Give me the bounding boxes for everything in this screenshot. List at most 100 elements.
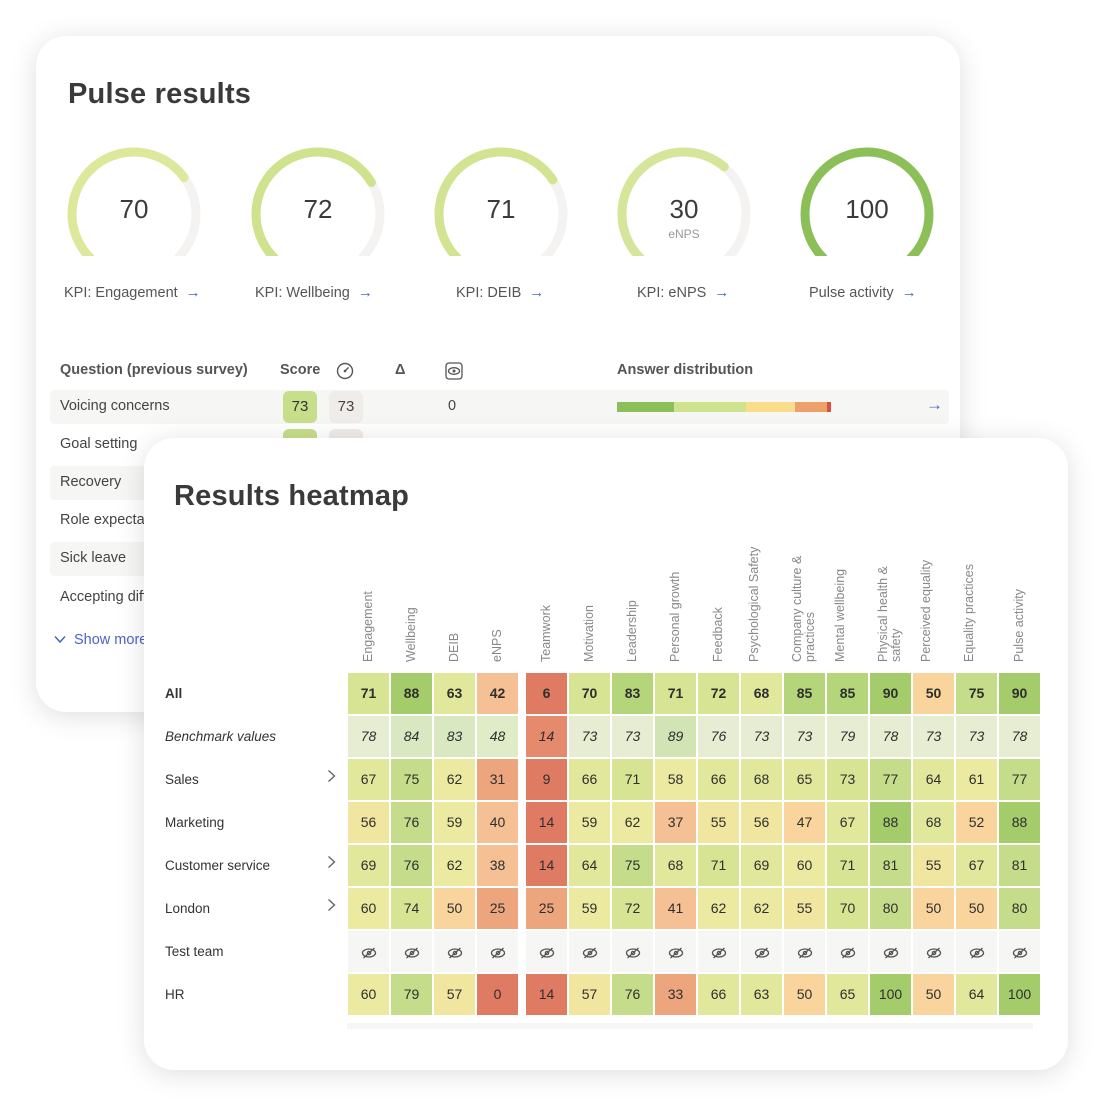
heatmap-cell[interactable]: 9 — [526, 759, 567, 800]
heatmap-cell[interactable]: 65 — [784, 759, 825, 800]
heatmap-cell[interactable]: 73 — [956, 716, 997, 757]
heatmap-cell[interactable]: 62 — [434, 759, 475, 800]
heatmap-cell[interactable]: 60 — [348, 974, 389, 1015]
heatmap-cell[interactable]: 55 — [698, 802, 739, 843]
heatmap-cell[interactable]: 88 — [391, 673, 432, 714]
heatmap-cell[interactable]: 73 — [612, 716, 653, 757]
heatmap-cell[interactable]: 64 — [956, 974, 997, 1015]
heatmap-cell[interactable]: 55 — [913, 845, 954, 886]
heatmap-cell[interactable]: 68 — [741, 759, 782, 800]
heatmap-cell[interactable]: 50 — [913, 974, 954, 1015]
kpi-link-3[interactable]: KPI: eNPS → — [637, 284, 729, 301]
heatmap-cell[interactable]: 62 — [698, 888, 739, 929]
heatmap-cell[interactable]: 73 — [913, 716, 954, 757]
heatmap-cell[interactable]: 58 — [655, 759, 696, 800]
heatmap-hidden-cell[interactable] — [434, 931, 475, 972]
heatmap-cell[interactable]: 68 — [741, 673, 782, 714]
heatmap-cell[interactable]: 41 — [655, 888, 696, 929]
heatmap-cell[interactable]: 69 — [741, 845, 782, 886]
heatmap-cell[interactable]: 38 — [477, 845, 518, 886]
heatmap-cell[interactable]: 73 — [569, 716, 610, 757]
heatmap-cell[interactable]: 70 — [569, 673, 610, 714]
heatmap-cell[interactable]: 47 — [784, 802, 825, 843]
heatmap-cell[interactable]: 6 — [526, 673, 567, 714]
heatmap-cell[interactable]: 79 — [391, 974, 432, 1015]
heatmap-hidden-cell[interactable] — [655, 931, 696, 972]
heatmap-cell[interactable]: 73 — [741, 716, 782, 757]
heatmap-cell[interactable]: 73 — [784, 716, 825, 757]
heatmap-cell[interactable]: 50 — [784, 974, 825, 1015]
heatmap-cell[interactable]: 72 — [698, 673, 739, 714]
heatmap-cell[interactable]: 67 — [348, 759, 389, 800]
heatmap-cell[interactable]: 80 — [870, 888, 911, 929]
heatmap-cell[interactable]: 14 — [526, 716, 567, 757]
heatmap-hidden-cell[interactable] — [827, 931, 868, 972]
heatmap-cell[interactable]: 85 — [784, 673, 825, 714]
heatmap-hidden-cell[interactable] — [913, 931, 954, 972]
heatmap-cell[interactable]: 62 — [741, 888, 782, 929]
heatmap-cell[interactable]: 100 — [870, 974, 911, 1015]
heatmap-cell[interactable]: 76 — [698, 716, 739, 757]
show-more-link[interactable]: Show more — [54, 632, 147, 648]
heatmap-cell[interactable]: 90 — [870, 673, 911, 714]
heatmap-hidden-cell[interactable] — [956, 931, 997, 972]
heatmap-cell[interactable]: 73 — [827, 759, 868, 800]
heatmap-cell[interactable]: 85 — [827, 673, 868, 714]
heatmap-cell[interactable]: 64 — [913, 759, 954, 800]
heatmap-cell[interactable]: 68 — [655, 845, 696, 886]
heatmap-cell[interactable]: 50 — [956, 888, 997, 929]
heatmap-cell[interactable]: 74 — [391, 888, 432, 929]
heatmap-hidden-cell[interactable] — [348, 931, 389, 972]
heatmap-cell[interactable]: 71 — [655, 673, 696, 714]
heatmap-hidden-cell[interactable] — [784, 931, 825, 972]
heatmap-cell[interactable]: 14 — [526, 845, 567, 886]
heatmap-cell[interactable]: 57 — [569, 974, 610, 1015]
heatmap-cell[interactable]: 50 — [913, 673, 954, 714]
heatmap-cell[interactable]: 80 — [999, 888, 1040, 929]
heatmap-cell[interactable]: 50 — [434, 888, 475, 929]
heatmap-cell[interactable]: 77 — [870, 759, 911, 800]
heatmap-cell[interactable]: 62 — [434, 845, 475, 886]
heatmap-cell[interactable]: 66 — [569, 759, 610, 800]
heatmap-cell[interactable]: 75 — [956, 673, 997, 714]
heatmap-cell[interactable]: 89 — [655, 716, 696, 757]
heatmap-cell[interactable]: 56 — [348, 802, 389, 843]
heatmap-cell[interactable]: 88 — [870, 802, 911, 843]
heatmap-cell[interactable]: 40 — [477, 802, 518, 843]
heatmap-cell[interactable]: 76 — [391, 802, 432, 843]
heatmap-cell[interactable]: 76 — [612, 974, 653, 1015]
chevron-right-icon[interactable] — [327, 898, 336, 916]
heatmap-hidden-cell[interactable] — [569, 931, 610, 972]
heatmap-hidden-cell[interactable] — [870, 931, 911, 972]
heatmap-cell[interactable]: 48 — [477, 716, 518, 757]
heatmap-cell[interactable]: 83 — [612, 673, 653, 714]
kpi-link-2[interactable]: KPI: DEIB → — [456, 284, 544, 301]
chevron-right-icon[interactable] — [327, 855, 336, 873]
kpi-link-1[interactable]: KPI: Wellbeing → — [255, 284, 373, 301]
heatmap-cell[interactable]: 50 — [913, 888, 954, 929]
heatmap-cell[interactable]: 59 — [569, 802, 610, 843]
heatmap-cell[interactable]: 63 — [741, 974, 782, 1015]
heatmap-cell[interactable]: 78 — [348, 716, 389, 757]
heatmap-cell[interactable]: 71 — [698, 845, 739, 886]
heatmap-hidden-cell[interactable] — [698, 931, 739, 972]
heatmap-cell[interactable]: 67 — [827, 802, 868, 843]
kpi-link-4[interactable]: Pulse activity → — [809, 284, 917, 301]
heatmap-cell[interactable]: 78 — [870, 716, 911, 757]
heatmap-cell[interactable]: 60 — [348, 888, 389, 929]
heatmap-cell[interactable]: 61 — [956, 759, 997, 800]
heatmap-cell[interactable]: 81 — [870, 845, 911, 886]
heatmap-cell[interactable]: 90 — [999, 673, 1040, 714]
heatmap-cell[interactable]: 59 — [434, 802, 475, 843]
heatmap-cell[interactable]: 72 — [612, 888, 653, 929]
heatmap-hidden-cell[interactable] — [477, 931, 518, 972]
heatmap-cell[interactable]: 67 — [956, 845, 997, 886]
heatmap-cell[interactable]: 69 — [348, 845, 389, 886]
heatmap-hidden-cell[interactable] — [526, 931, 567, 972]
heatmap-cell[interactable]: 71 — [827, 845, 868, 886]
heatmap-cell[interactable]: 52 — [956, 802, 997, 843]
chevron-right-icon[interactable] — [327, 769, 336, 787]
heatmap-cell[interactable]: 62 — [612, 802, 653, 843]
heatmap-hidden-cell[interactable] — [612, 931, 653, 972]
heatmap-cell[interactable]: 70 — [827, 888, 868, 929]
